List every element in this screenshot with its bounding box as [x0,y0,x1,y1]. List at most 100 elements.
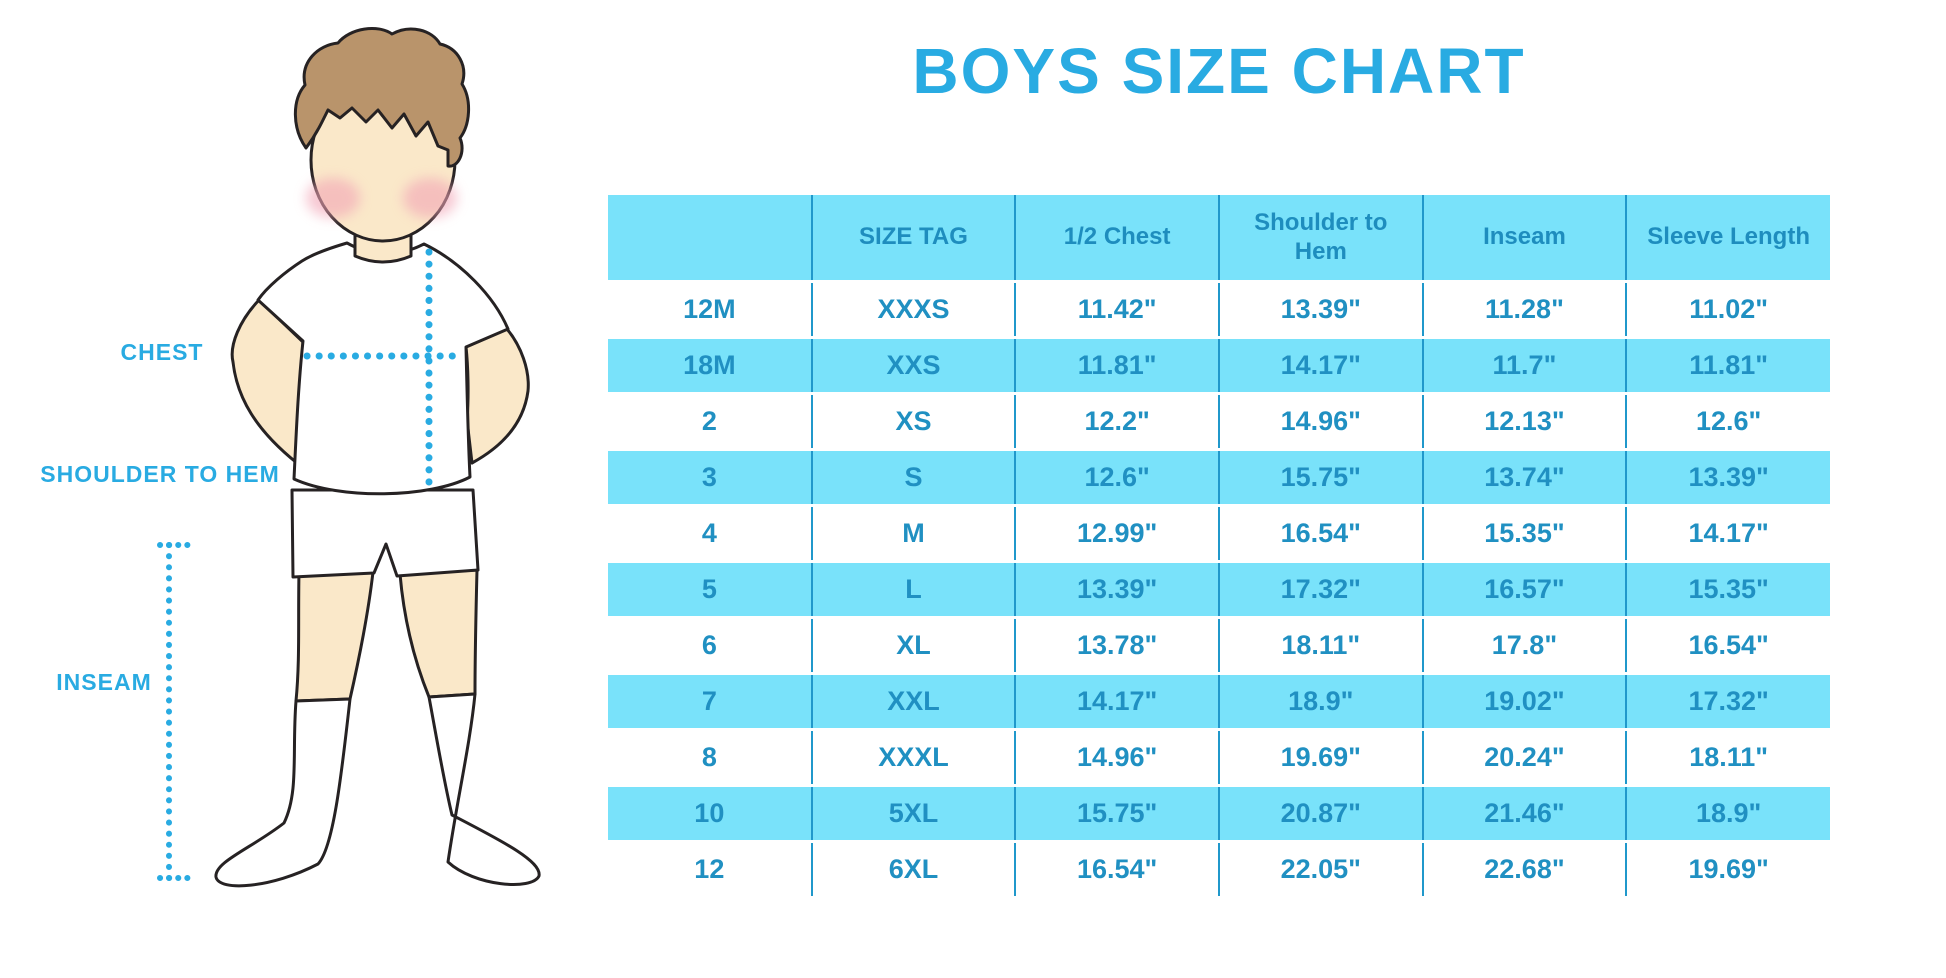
size-cell: 6 [608,616,812,674]
measurement-cell: 17.32" [1217,560,1423,618]
column-header-blank [608,195,812,282]
measurement-cell: L [810,560,1016,618]
measurement-cell: 13.39" [1625,448,1830,506]
measurement-cell: 14.17" [1625,504,1830,562]
size-cell: 12M [608,280,812,338]
measurement-cell: 14.17" [1014,672,1219,730]
boy-right-arm [464,327,530,465]
measurement-cell: XXXS [810,280,1016,338]
measurement-cell: 19.02" [1421,672,1627,730]
measurement-cell: XL [810,616,1016,674]
table-row: 2 XS 12.2" 14.96" 12.13" 12.6" [608,392,1830,450]
measurement-cell: S [810,448,1016,506]
measurement-cell: 16.54" [1217,504,1423,562]
boy-blush-right [403,178,457,218]
measurement-cell: 13.39" [1014,560,1219,618]
measurement-cell: 6XL [810,840,1016,896]
size-cell: 3 [608,448,812,506]
chest-label: CHEST [120,339,204,365]
column-header-sleeve-length: Sleeve Length [1625,195,1830,282]
measurement-cell: XXXL [810,728,1016,786]
header-row: SIZE TAG 1/2 Chest Shoulder to Hem Insea… [608,195,1830,282]
measurement-cell: 5XL [810,784,1016,842]
measurement-cell: 22.05" [1217,840,1423,896]
size-cell: 4 [608,504,812,562]
table-row: 10 5XL 15.75" 20.87" 21.46" 18.9" [608,784,1830,842]
measurement-cell: 16.54" [1014,840,1219,896]
boy-illustration-svg [157,27,541,888]
measurement-cell: 17.8" [1421,616,1627,674]
table-row: 3 S 12.6" 15.75" 13.74" 13.39" [608,448,1830,506]
measurement-cell: 17.32" [1625,672,1830,730]
measurement-cell: 21.46" [1421,784,1627,842]
size-cell: 10 [608,784,812,842]
measurement-cell: 18.9" [1625,784,1830,842]
measurement-cell: 20.87" [1217,784,1423,842]
size-cell: 7 [608,672,812,730]
measurement-cell: 18.11" [1625,728,1830,786]
table-row: 12M XXXS 11.42" 13.39" 11.28" 11.02" [608,280,1830,338]
shoulder-to-hem-label: SHOULDER TO HEM [40,461,280,487]
measurement-cell: 15.35" [1625,560,1830,618]
size-table-header: SIZE TAG 1/2 Chest Shoulder to Hem Insea… [608,195,1830,282]
measurement-cell: 14.17" [1217,336,1423,394]
table-row: 4 M 12.99" 16.54" 15.35" 14.17" [608,504,1830,562]
measurement-cell: 22.68" [1421,840,1627,896]
inseam-measure-line [157,542,193,881]
measurement-cell: M [810,504,1016,562]
boy-right-leg [398,568,479,699]
measurement-cell: 16.57" [1421,560,1627,618]
measurement-cell: 11.7" [1421,336,1627,394]
measurement-cell: 11.81" [1625,336,1830,394]
measurement-cell: 11.28" [1421,280,1627,338]
measurement-cell: 18.9" [1217,672,1423,730]
size-cell: 12 [608,840,812,896]
measurement-cell: 13.39" [1217,280,1423,338]
measurement-cell: 13.78" [1014,616,1219,674]
page-title: BOYS SIZE CHART [912,35,1526,107]
measurement-cell: 11.02" [1625,280,1830,338]
boy-tshirt [256,241,510,496]
measurement-cell: 15.75" [1014,784,1219,842]
boy-right-sock [427,692,541,886]
boy-blush-left [306,178,360,218]
measurement-cell: XS [810,392,1016,450]
boy-illustration [0,0,620,973]
measurement-cell: 16.54" [1625,616,1830,674]
column-header-size-tag: SIZE TAG [810,195,1016,282]
measurement-cell: 14.96" [1014,728,1219,786]
measurement-cell: XXS [810,336,1016,394]
measurement-cell: 12.6" [1625,392,1830,450]
measurement-cell: 18.11" [1217,616,1423,674]
boy-hair [293,27,470,168]
measurement-cell: 12.6" [1014,448,1219,506]
measurement-cell: 12.13" [1421,392,1627,450]
column-header-shoulder-to-hem: Shoulder to Hem [1217,195,1423,282]
measurement-cell: 15.75" [1217,448,1423,506]
measurement-cell: 12.99" [1014,504,1219,562]
measurement-cell: 20.24" [1421,728,1627,786]
size-chart-table: SIZE TAG 1/2 Chest Shoulder to Hem Insea… [608,195,1830,896]
table-row: 6 XL 13.78" 18.11" 17.8" 16.54" [608,616,1830,674]
measurement-cell: XXL [810,672,1016,730]
boy-left-sock [214,697,352,888]
measurement-cell: 13.74" [1421,448,1627,506]
table-row: 5 L 13.39" 17.32" 16.57" 15.35" [608,560,1830,618]
table-row: 12 6XL 16.54" 22.05" 22.68" 19.69" [608,840,1830,896]
boy-shorts [290,488,480,579]
table-row: 8 XXXL 14.96" 19.69" 20.24" 18.11" [608,728,1830,786]
table-row: 7 XXL 14.17" 18.9" 19.02" 17.32" [608,672,1830,730]
measurement-cell: 19.69" [1625,840,1830,896]
boy-left-leg [294,570,375,703]
table-row: 18M XXS 11.81" 14.17" 11.7" 11.81" [608,336,1830,394]
measurement-cell: 19.69" [1217,728,1423,786]
column-header-inseam: Inseam [1421,195,1627,282]
size-cell: 2 [608,392,812,450]
measurement-cell: 14.96" [1217,392,1423,450]
size-cell: 8 [608,728,812,786]
inseam-label: INSEAM [56,669,152,695]
measurement-cell: 11.81" [1014,336,1219,394]
measurement-cell: 15.35" [1421,504,1627,562]
measurement-cell: 11.42" [1014,280,1219,338]
size-cell: 18M [608,336,812,394]
